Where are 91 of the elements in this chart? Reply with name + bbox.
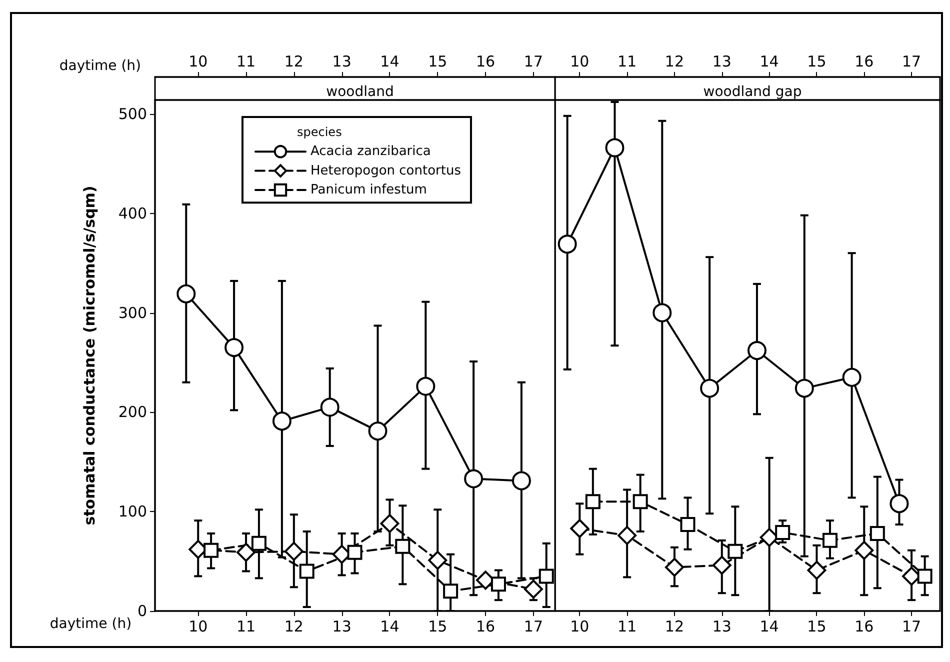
point (570, 518, 590, 538)
point (251, 536, 266, 551)
x2-tick-label: 11 (236, 52, 256, 70)
x-axis-title: daytime (h) (50, 616, 132, 632)
y-tick-label: 100 (118, 502, 147, 521)
point (870, 526, 885, 541)
x-tick-label: 15 (428, 618, 448, 636)
y-axis-title: stomatal conductance (micromol/s/sqm) (80, 186, 98, 526)
point (538, 568, 554, 584)
point (380, 514, 400, 534)
point (272, 412, 292, 431)
x-tick-label: 17 (902, 618, 922, 636)
point (224, 338, 244, 358)
point (775, 524, 790, 540)
x-tick-label: 13 (712, 618, 732, 636)
x2-tick-label: 14 (380, 52, 400, 70)
x-tick-label: 14 (760, 618, 779, 636)
y-tick-label: 300 (118, 304, 147, 322)
point (807, 560, 826, 580)
x2-tick-label: 10 (188, 52, 208, 70)
x-tick-label: 13 (332, 618, 352, 636)
legend-title: species (297, 125, 342, 139)
point (632, 494, 648, 510)
legend-label: Heteropogon contortus (310, 163, 462, 178)
x2-axis-title: daytime (h) (59, 58, 141, 74)
point (585, 494, 600, 510)
point (664, 558, 684, 577)
point (416, 376, 436, 396)
point (490, 576, 506, 592)
y-tick-label: 500 (118, 104, 147, 123)
y-tick-label: 200 (118, 403, 147, 422)
x2-tick-label: 15 (428, 52, 448, 70)
x-tick-label: 10 (570, 618, 590, 636)
point (368, 422, 388, 441)
point (618, 526, 637, 545)
point (443, 584, 458, 599)
x2-tick-label: 10 (570, 52, 590, 70)
x2-tick-label: 15 (807, 52, 826, 70)
legend-label: Acacia zanzibarica (310, 144, 431, 160)
point (347, 544, 362, 560)
point (512, 471, 531, 490)
x2-tick-label: 13 (712, 52, 732, 70)
x2-tick-label: 17 (902, 52, 922, 70)
x-tick-label: 14 (380, 618, 400, 636)
x2-tick-label: 17 (524, 52, 543, 70)
point (395, 538, 410, 554)
point (712, 556, 732, 575)
x2-tick-label: 11 (618, 52, 637, 70)
point (890, 494, 909, 514)
y-tick-label: 400 (118, 204, 147, 222)
point (794, 378, 814, 398)
point (524, 580, 543, 599)
point (760, 528, 779, 547)
point (176, 284, 196, 304)
point (428, 550, 448, 570)
point (236, 542, 256, 562)
x-tick-label: 11 (236, 618, 256, 636)
x-tick-label: 10 (188, 618, 208, 636)
chart-title: woodland (326, 84, 394, 100)
point (748, 341, 766, 360)
point (464, 469, 484, 488)
point (558, 234, 577, 254)
x-tick-label: 16 (854, 618, 874, 636)
x-tick-label: 15 (807, 618, 826, 636)
point (680, 517, 696, 532)
point (917, 568, 932, 584)
x2-tick-label: 12 (284, 52, 304, 70)
point (854, 540, 874, 560)
x-tick-label: 17 (524, 618, 543, 636)
point (284, 542, 304, 561)
point (299, 564, 314, 579)
x2-tick-label: 16 (854, 52, 874, 70)
x2-tick-label: 13 (332, 52, 352, 70)
point (320, 398, 340, 417)
point (652, 303, 672, 322)
point (842, 368, 862, 387)
x-tick-label: 16 (476, 618, 496, 636)
legend-label: Panicum infestum (310, 182, 427, 198)
x2-tick-label: 14 (760, 52, 779, 70)
x-tick-label: 11 (618, 618, 637, 636)
x2-tick-label: 16 (476, 52, 496, 70)
point (700, 378, 720, 398)
point (728, 544, 743, 559)
y-tick-label: 0 (137, 602, 147, 620)
point (822, 532, 838, 548)
x-tick-label: 12 (284, 618, 304, 636)
x-tick-label: 12 (664, 618, 684, 636)
point (605, 138, 624, 158)
chart-title: woodland gap (703, 84, 802, 100)
x2-tick-label: 12 (664, 52, 684, 70)
point (204, 542, 219, 558)
